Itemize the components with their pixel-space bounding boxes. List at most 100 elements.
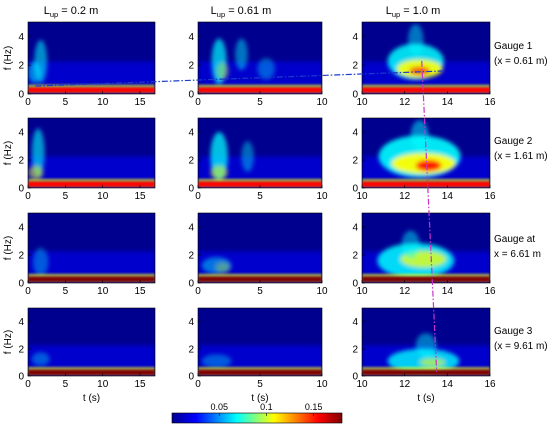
x-axis-label: t (s) xyxy=(83,393,100,404)
energy-blob xyxy=(28,165,44,180)
y-tick-label: 4 xyxy=(18,128,24,139)
panel-r3-c2: 0 5 10 0 2 4 xyxy=(188,212,328,297)
band-core xyxy=(198,87,322,93)
x-tick-label: 5 xyxy=(63,286,69,297)
row-label-3b: x = 6.61 m xyxy=(494,249,541,260)
band-core xyxy=(28,87,155,93)
x-tick-label: 15 xyxy=(134,191,146,202)
y-tick-label: 4 xyxy=(352,317,358,328)
y-tick-label: 0 xyxy=(188,184,194,195)
y-tick-label: 4 xyxy=(352,128,358,139)
x-tick-label: 5 xyxy=(63,379,69,390)
y-tick-label: 0 xyxy=(352,372,358,383)
y-axis-label: f (Hz) xyxy=(3,141,14,165)
colorbar-tick-label: 0.1 xyxy=(260,402,273,412)
x-tick-label: 5 xyxy=(63,97,69,108)
x-tick-label: 14 xyxy=(442,97,454,108)
y-tick-label: 2 xyxy=(352,156,358,167)
panel-r1-c1: 0 5 10 15 0 2 4 f (Hz) xyxy=(3,21,156,108)
x-tick-label: 10 xyxy=(316,286,328,297)
energy-blob xyxy=(201,354,232,368)
energy-blob xyxy=(31,128,45,178)
row-label-2: Gauge 2 xyxy=(494,136,533,147)
x-tick-label: 0 xyxy=(25,379,31,390)
y-tick-label: 2 xyxy=(352,251,358,262)
x-tick-label: 14 xyxy=(442,379,454,390)
x-tick-label: 0 xyxy=(195,191,201,202)
x-tick-label: 10 xyxy=(356,379,368,390)
y-tick-label: 2 xyxy=(188,61,194,72)
panel-r1-c3: 10 12 14 16 0 2 4 xyxy=(352,21,496,108)
x-tick-label: 10 xyxy=(316,379,328,390)
x-tick-label: 0 xyxy=(25,97,31,108)
x-tick-label: 10 xyxy=(316,97,328,108)
y-axis-label: f (Hz) xyxy=(3,236,14,260)
panel-r2-c2: 0 5 10 0 2 4 xyxy=(188,117,328,202)
trend-line-col3 xyxy=(421,60,438,372)
band-core xyxy=(362,276,490,282)
band-core xyxy=(362,87,490,93)
y-tick-label: 2 xyxy=(18,156,24,167)
band-core xyxy=(198,369,322,375)
y-tick-label: 0 xyxy=(18,279,24,290)
panel-r4-c2: 0 5 10 0 2 4 t (s) xyxy=(188,307,328,404)
y-tick-label: 4 xyxy=(352,223,358,234)
energy-blob xyxy=(31,352,50,366)
colorbar xyxy=(171,412,343,424)
x-tick-label: 10 xyxy=(97,379,109,390)
x-axis-label: t (s) xyxy=(417,393,434,404)
energy-blob xyxy=(415,333,437,358)
y-axis-label: f (Hz) xyxy=(3,330,14,354)
panel-r4-c1: 0 5 10 15 0 2 4 f (Hz) t (s) xyxy=(3,307,156,404)
panel-frame xyxy=(361,21,491,95)
band-core xyxy=(28,369,155,375)
x-tick-label: 5 xyxy=(257,286,263,297)
row-label-1b: (x = 0.61 m) xyxy=(494,56,548,67)
panel-r4-c3: 10 12 14 16 0 2 4 t (s) xyxy=(352,307,496,404)
y-tick-label: 4 xyxy=(18,317,24,328)
column-header-1: Lup = 0.2 m xyxy=(44,5,99,19)
y-tick-label: 2 xyxy=(188,251,194,262)
y-tick-label: 4 xyxy=(18,32,24,43)
panel-frame xyxy=(361,212,491,284)
energy-blob xyxy=(241,141,254,172)
y-tick-label: 0 xyxy=(188,90,194,101)
panel-frame xyxy=(27,21,156,95)
y-tick-label: 4 xyxy=(352,32,358,43)
x-axis-label: t (s) xyxy=(251,393,268,404)
x-tick-label: 10 xyxy=(316,191,328,202)
band-core xyxy=(362,181,490,187)
x-tick-label: 12 xyxy=(399,379,411,390)
band-core xyxy=(28,276,155,282)
panel-frame xyxy=(361,307,491,377)
x-tick-label: 12 xyxy=(399,191,411,202)
energy-blob xyxy=(235,38,248,71)
y-tick-label: 0 xyxy=(352,279,358,290)
x-tick-label: 10 xyxy=(356,97,368,108)
y-tick-label: 0 xyxy=(188,372,194,383)
x-tick-label: 16 xyxy=(484,191,496,202)
x-tick-label: 10 xyxy=(97,286,109,297)
column-header-3: Lup = 1.0 m xyxy=(386,5,441,19)
x-tick-label: 0 xyxy=(195,286,201,297)
colorbar-tick-label: 0.05 xyxy=(210,402,228,412)
trend-line-row1 xyxy=(35,70,444,87)
band-core xyxy=(362,369,490,375)
energy-blob xyxy=(409,66,430,76)
panel-frame xyxy=(27,212,156,284)
x-tick-label: 5 xyxy=(257,191,263,202)
x-tick-label: 16 xyxy=(484,286,496,297)
row-label-4: Gauge 3 xyxy=(494,326,533,337)
y-tick-label: 4 xyxy=(188,317,194,328)
panel-frame xyxy=(27,307,156,377)
panel-frame xyxy=(361,117,491,189)
energy-blob xyxy=(210,165,228,180)
row-label-1: Gauge 1 xyxy=(494,41,533,52)
y-tick-label: 0 xyxy=(352,184,358,195)
panel-r2-c3: 10 12 14 16 0 2 4 xyxy=(352,117,496,202)
x-tick-label: 15 xyxy=(134,379,146,390)
x-tick-label: 10 xyxy=(356,286,368,297)
y-tick-label: 4 xyxy=(188,223,194,234)
y-tick-label: 2 xyxy=(188,156,194,167)
y-axis-label: f (Hz) xyxy=(3,46,14,70)
